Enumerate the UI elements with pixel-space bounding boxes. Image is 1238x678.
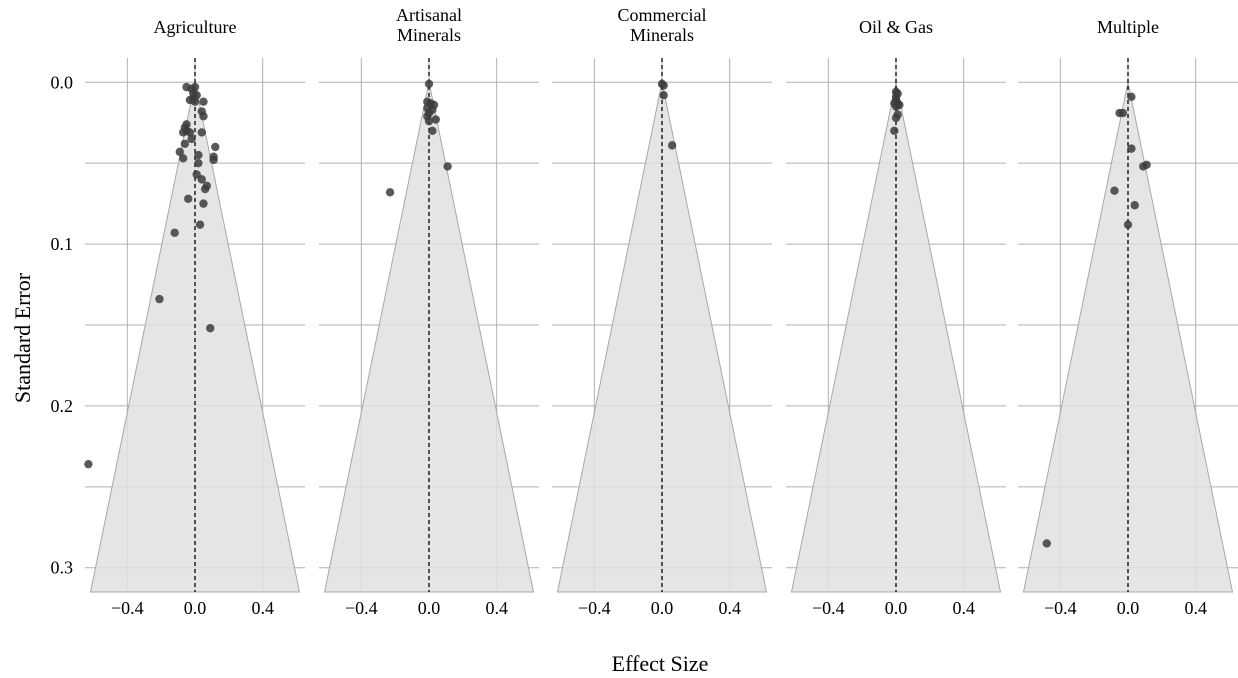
panel-title: Artisanal [396, 5, 462, 25]
data-point [170, 228, 179, 237]
x-tick-label: 0.4 [1184, 598, 1207, 618]
data-point [175, 147, 184, 157]
data-point [199, 112, 208, 121]
x-tick-label: 0.4 [485, 598, 508, 618]
data-point [1110, 186, 1119, 195]
data-point [443, 162, 452, 171]
y-axis-title: Standard Error [10, 272, 35, 403]
data-point [184, 194, 193, 203]
data-point [659, 81, 668, 90]
data-point [891, 113, 901, 123]
panel-5: −0.4 0.0 0.4 Multiple [1018, 17, 1238, 618]
x-tick-label: 0.4 [251, 598, 274, 618]
data-point [659, 91, 668, 100]
data-point [200, 184, 210, 194]
panel-title: Minerals [630, 25, 694, 45]
x-tick-label: 0.0 [651, 598, 674, 618]
data-point [194, 150, 203, 160]
data-point [195, 220, 205, 229]
y-tick-label: 0.1 [51, 234, 74, 254]
data-point [385, 188, 395, 197]
panel-title: Commercial [618, 5, 707, 25]
y-tick-label: 0.2 [51, 396, 74, 416]
panel-title: Multiple [1097, 17, 1159, 37]
data-point [1118, 108, 1128, 118]
x-tick-label: −0.4 [1044, 598, 1077, 618]
panel-1: −0.4 0.0 0.4 Agriculture 0.0 0.1 0.2 0.3 [51, 17, 305, 618]
data-point [185, 128, 195, 137]
data-point [667, 141, 677, 150]
data-point [187, 134, 196, 144]
data-point [197, 128, 206, 137]
data-point [431, 115, 440, 124]
data-point [178, 154, 188, 163]
x-tick-label: −0.4 [578, 598, 611, 618]
data-point [1142, 160, 1151, 169]
data-point [84, 459, 93, 469]
panel-4: −0.4 0.0 0.4 Oil & Gas [786, 17, 1006, 618]
panels-layer: −0.4 0.0 0.4 Agriculture 0.0 0.1 0.2 0.3 −0.4 0.0… [51, 5, 1238, 618]
data-point [190, 97, 200, 106]
data-point [199, 97, 208, 106]
x-tick-label: 0.0 [885, 598, 908, 618]
data-point [206, 324, 215, 333]
x-tick-label: 0.0 [418, 598, 441, 618]
data-point [1127, 144, 1136, 153]
data-point [211, 142, 220, 152]
y-tick-label: 0.0 [51, 72, 74, 92]
data-point [424, 116, 434, 126]
data-point [190, 82, 200, 92]
data-point [199, 199, 208, 208]
panel-title: Agriculture [154, 17, 237, 37]
data-point [178, 128, 188, 137]
data-point [155, 294, 164, 304]
data-point [194, 158, 203, 168]
x-tick-label: 0.4 [952, 598, 975, 618]
data-point [1127, 92, 1136, 102]
data-point [1130, 201, 1139, 210]
y-tick-label: 0.3 [51, 558, 74, 578]
x-tick-label: −0.4 [111, 598, 144, 618]
data-point [209, 155, 218, 165]
data-point [1042, 539, 1051, 548]
panel-title: Oil & Gas [859, 17, 933, 37]
x-tick-label: 0.4 [718, 598, 741, 618]
data-point [1123, 220, 1133, 229]
panel-title: Minerals [397, 25, 461, 45]
x-tick-label: −0.4 [345, 598, 378, 618]
x-axis-title: Effect Size [612, 651, 709, 676]
data-point [197, 175, 206, 184]
data-point [180, 139, 190, 148]
data-point [890, 126, 899, 136]
data-point [428, 126, 437, 136]
data-point [424, 79, 434, 89]
x-tick-label: 0.0 [184, 598, 207, 618]
x-tick-label: −0.4 [812, 598, 845, 618]
x-tick-label: 0.0 [1117, 598, 1140, 618]
data-point [891, 102, 901, 111]
